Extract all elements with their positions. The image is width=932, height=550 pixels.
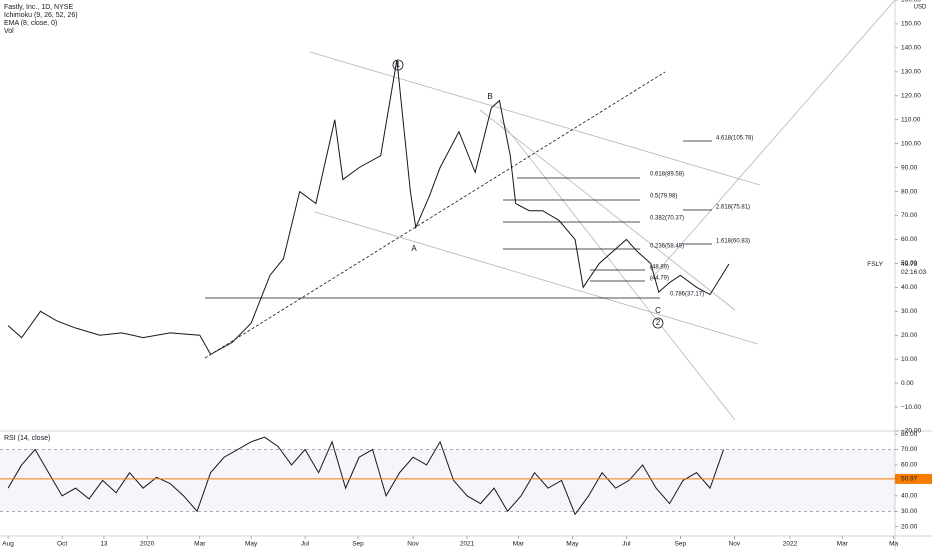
y-tick-label: 50.00 bbox=[901, 260, 918, 267]
y-tick-label: 130.00 bbox=[901, 69, 921, 76]
x-tick-label: Mar bbox=[194, 541, 206, 548]
x-tick-label: Sep bbox=[352, 541, 364, 548]
x-tick-label: Nov bbox=[729, 541, 741, 548]
fib-label: 4.618(105.78) bbox=[716, 136, 753, 142]
indicator: Vol bbox=[4, 28, 14, 35]
last-price: 49.73 bbox=[901, 261, 918, 268]
fib-label: 0.236(58.49) bbox=[650, 244, 684, 250]
y-tick-label: 80.00 bbox=[901, 188, 918, 195]
indicator: EMA (8, close, 0) bbox=[4, 20, 57, 27]
y-tick-label: 60.00 bbox=[901, 236, 918, 243]
drawings bbox=[204, 0, 896, 421]
price-line bbox=[7, 59, 730, 356]
fib-label: 0.5(79.98) bbox=[650, 194, 677, 200]
x-tick-label: May bbox=[245, 541, 258, 548]
x-tick-label: Mar bbox=[837, 541, 849, 548]
y-tick-label: 70.00 bbox=[901, 446, 918, 453]
x-tick-label: Sep bbox=[675, 541, 687, 548]
fib-label: 0.786(37.17) bbox=[670, 292, 704, 298]
x-tick-label: Jul bbox=[622, 541, 631, 548]
y-tick-label: 120.00 bbox=[901, 92, 921, 99]
fib-label: 0.618(89.58) bbox=[650, 172, 684, 178]
x-tick-label: 2021 bbox=[460, 541, 475, 548]
x-tick-label: Oct bbox=[57, 541, 67, 548]
y-tick-label: 150.00 bbox=[901, 21, 921, 28]
countdown: 02:16:03 bbox=[901, 269, 927, 276]
x-tick-label: 2022 bbox=[783, 541, 798, 548]
x-tick-label: May bbox=[566, 541, 579, 548]
y-tick-label: 80.00 bbox=[901, 431, 918, 438]
fib-label: (48.89) bbox=[650, 265, 669, 271]
symbol-label: FSLY bbox=[867, 261, 883, 268]
y-tick-label: 20.00 bbox=[901, 523, 918, 530]
y-tick-label: 20.00 bbox=[901, 332, 918, 339]
y-tick-label: 30.00 bbox=[901, 308, 918, 315]
y-tick-label: 70.00 bbox=[901, 212, 918, 219]
y-tick-label: 40.00 bbox=[901, 284, 918, 291]
y-tick-label: 140.00 bbox=[901, 45, 921, 52]
chart-title: Fastly, Inc., 1D, NYSE bbox=[4, 4, 73, 11]
fib-label: 0.382(70.37) bbox=[650, 216, 684, 222]
y-tick-label: 0.00 bbox=[901, 380, 914, 387]
y-tick-label: −20.00 bbox=[901, 428, 921, 435]
wave-label: B bbox=[487, 92, 492, 101]
y-tick-label: 110.00 bbox=[901, 116, 921, 123]
currency: USD bbox=[914, 5, 927, 11]
fib-label: 2.618(75.81) bbox=[716, 205, 750, 211]
wave-label: 2 bbox=[656, 318, 661, 327]
x-tick-label: Jul bbox=[301, 541, 310, 548]
wave-label: A bbox=[411, 244, 417, 253]
x-tick-label: Nov bbox=[407, 541, 419, 548]
fib-label: (44.79) bbox=[650, 276, 669, 282]
x-tick-label: Ma bbox=[889, 541, 898, 548]
y-tick-label: 30.00 bbox=[901, 508, 918, 515]
wave-label: 1 bbox=[396, 60, 401, 69]
y-tick-label: −10.00 bbox=[901, 404, 921, 411]
indicator: Ichimoku (9, 26, 52, 26) bbox=[4, 12, 78, 19]
y-tick-label: 40.00 bbox=[901, 493, 918, 500]
y-tick-label: 10.00 bbox=[901, 356, 918, 363]
x-tick-label: Aug bbox=[2, 541, 14, 548]
rsi-level-tag bbox=[895, 473, 932, 484]
y-tick-label: 60.00 bbox=[901, 462, 918, 469]
x-tick-label: 13 bbox=[100, 541, 108, 548]
fib-label: 1.618(60.83) bbox=[716, 239, 750, 245]
y-tick-label: 100.00 bbox=[901, 140, 921, 147]
y-tick-label: 90.00 bbox=[901, 164, 918, 171]
wave-label: C bbox=[655, 306, 661, 315]
rsi-title: RSI (14, close) bbox=[4, 435, 50, 442]
y-tick-label: 160.00 bbox=[901, 0, 921, 4]
price-line bbox=[7, 436, 725, 516]
rsi-level-label: 50.97 bbox=[901, 476, 918, 483]
x-tick-label: Mar bbox=[513, 541, 525, 548]
x-tick-label: 2020 bbox=[140, 541, 155, 548]
rsi-band bbox=[0, 449, 895, 512]
